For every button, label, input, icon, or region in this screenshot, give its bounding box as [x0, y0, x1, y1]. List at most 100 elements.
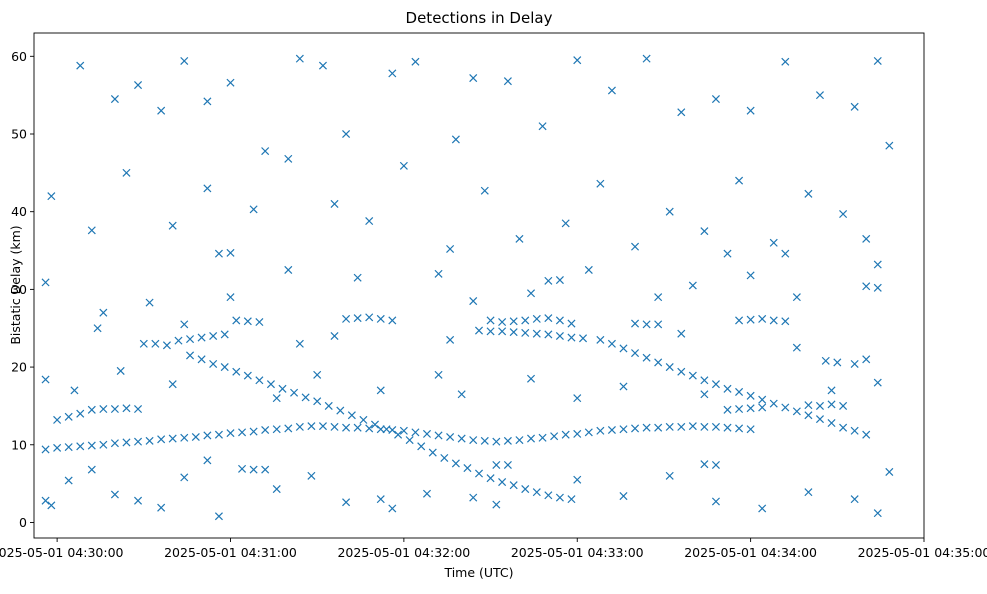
data-point — [87, 465, 96, 474]
data-point — [457, 390, 466, 399]
data-point — [41, 496, 50, 505]
data-point — [64, 412, 73, 421]
data-point — [735, 176, 744, 185]
data-point — [607, 425, 616, 435]
data-point — [850, 495, 859, 504]
data-point — [746, 106, 755, 115]
x-tick-label: 2025-05-01 04:30:00 — [0, 545, 124, 560]
data-point — [226, 293, 235, 302]
data-point — [122, 404, 131, 413]
data-point — [769, 316, 778, 325]
data-point — [850, 102, 859, 111]
data-point — [532, 488, 541, 497]
data-point — [261, 465, 270, 474]
data-point — [538, 122, 547, 131]
data-point — [469, 436, 478, 445]
data-point — [99, 440, 108, 449]
data-point — [873, 56, 882, 65]
data-point — [839, 209, 848, 219]
data-point — [116, 366, 125, 375]
data-point — [214, 512, 223, 521]
data-point — [654, 423, 663, 432]
data-point — [873, 509, 882, 518]
data-point — [839, 423, 848, 432]
data-point — [515, 234, 524, 243]
data-point — [191, 432, 200, 442]
data-point — [342, 498, 351, 507]
data-point — [301, 393, 310, 402]
scatter-points — [41, 54, 894, 521]
x-tick-label: 2025-05-01 04:31:00 — [164, 545, 297, 560]
data-point — [255, 376, 264, 385]
data-point — [446, 335, 455, 344]
data-point — [226, 429, 235, 438]
data-point — [827, 386, 836, 395]
data-point — [758, 504, 767, 513]
data-point — [492, 500, 501, 509]
data-point — [665, 471, 674, 480]
data-point — [41, 445, 50, 454]
data-point — [440, 453, 449, 463]
data-point — [376, 495, 385, 504]
data-point — [180, 56, 189, 65]
data-point — [792, 293, 801, 302]
data-point — [781, 57, 790, 66]
data-point — [503, 77, 512, 86]
data-point — [238, 428, 247, 437]
data-point — [873, 260, 882, 269]
data-point — [596, 179, 605, 188]
data-point — [411, 57, 420, 66]
data-point — [295, 422, 304, 431]
data-point — [567, 495, 576, 504]
data-point — [87, 441, 96, 450]
data-point — [607, 86, 616, 95]
data-point — [492, 460, 501, 469]
data-point — [862, 234, 871, 243]
data-point — [631, 349, 640, 358]
data-point — [555, 493, 564, 502]
data-point — [862, 282, 871, 291]
data-point — [561, 430, 570, 439]
data-point — [139, 339, 148, 348]
data-point — [168, 380, 177, 389]
data-point — [544, 314, 553, 323]
data-point — [480, 436, 489, 445]
data-point — [815, 401, 824, 410]
data-point — [365, 313, 374, 322]
data-point — [428, 448, 437, 457]
data-point — [255, 317, 264, 327]
data-point — [758, 314, 767, 323]
data-point — [469, 74, 478, 83]
data-point — [203, 97, 212, 106]
data-point — [70, 386, 79, 395]
data-point — [804, 189, 813, 198]
data-point — [544, 330, 553, 339]
data-point — [654, 293, 663, 302]
data-point — [700, 227, 709, 236]
data-point — [295, 54, 304, 63]
data-point — [544, 491, 553, 500]
data-point — [700, 422, 709, 431]
data-point — [347, 411, 356, 420]
data-point — [197, 355, 206, 364]
data-point — [157, 106, 166, 115]
data-point — [220, 363, 229, 372]
data-point — [804, 401, 813, 410]
data-point — [596, 426, 605, 435]
data-point — [509, 481, 518, 490]
data-point — [532, 329, 541, 338]
data-point — [318, 422, 327, 431]
data-point — [151, 339, 160, 348]
data-point — [474, 326, 484, 335]
data-point — [214, 430, 223, 439]
data-point — [532, 314, 541, 323]
data-point — [64, 476, 73, 485]
data-point — [203, 184, 212, 193]
data-point — [434, 370, 443, 379]
data-point — [162, 341, 171, 350]
data-point — [463, 464, 472, 473]
data-point — [272, 485, 281, 494]
data-point — [434, 431, 443, 440]
data-point — [486, 327, 495, 336]
data-point — [110, 405, 119, 414]
